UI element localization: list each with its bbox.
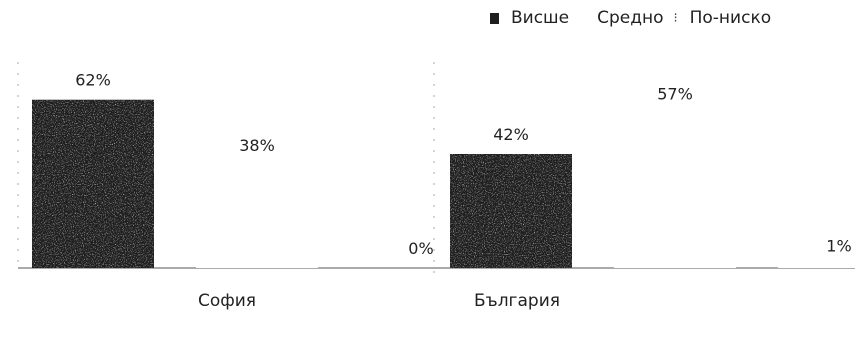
bar-1-2 — [778, 265, 860, 268]
legend-label-secondary: Средно — [597, 8, 664, 28]
category-label-0: София — [198, 291, 256, 311]
bar-texture-0-0 — [32, 99, 154, 268]
bar-texture-1-0 — [450, 154, 572, 268]
legend-label-higher: Висше — [511, 8, 570, 28]
legend-label-lower: По-ниско — [689, 8, 772, 28]
plot-area: 62% 38% 0% София 42% 57% 1% България — [17, 62, 860, 311]
data-label-0-2: 0% — [408, 239, 433, 258]
bar-0-1 — [196, 164, 318, 268]
data-label-0-0: 62% — [75, 71, 111, 90]
data-label-1-1: 57% — [657, 84, 693, 103]
legend-separator-icon: ⁝ — [673, 10, 678, 26]
category-label-1: България — [474, 291, 560, 311]
legend-swatch-higher — [490, 12, 499, 24]
legend: Висше Средно ⁝ По-ниско — [490, 8, 799, 28]
data-label-1-0: 42% — [493, 125, 529, 144]
data-label-0-1: 38% — [239, 136, 275, 155]
data-label-1-2: 1% — [826, 236, 851, 255]
bar-1-1 — [614, 113, 736, 269]
